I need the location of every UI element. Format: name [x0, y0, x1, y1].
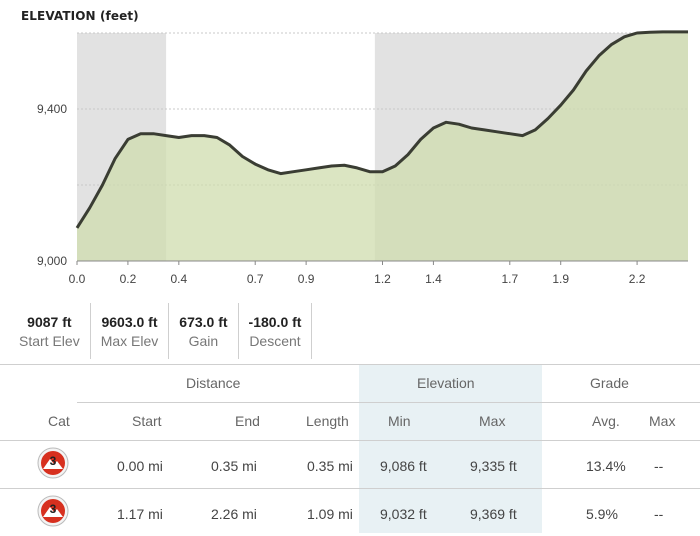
table-row[interactable]: 3 0.00 mi 0.35 mi 0.35 mi 9,086 ft 9,335… [0, 440, 700, 488]
x-tick-label: 1.2 [374, 272, 391, 286]
table-row[interactable]: 3 1.17 mi 2.26 mi 1.09 mi 9,032 ft 9,369… [0, 488, 700, 536]
stat-descent: -180.0 ft Descent [239, 303, 313, 359]
stat-value: 673.0 ft [179, 313, 228, 330]
cell-min: 9,032 ft [380, 506, 427, 522]
cell-end: 0.35 mi [211, 458, 257, 474]
category-number: 3 [49, 502, 57, 516]
category-badge-icon [37, 447, 69, 479]
x-tick-label: 1.4 [425, 272, 442, 286]
cell-min: 9,086 ft [380, 458, 427, 474]
stat-value: 9603.0 ft [101, 313, 158, 330]
stat-label: Max Elev [100, 332, 159, 349]
col-start: Start [132, 413, 162, 429]
chart-title: ELEVATION (feet) [21, 9, 139, 23]
cell-max: 9,335 ft [470, 458, 517, 474]
stat-label: Descent [249, 332, 301, 349]
category-badge-icon [37, 495, 69, 527]
x-tick-label: 0.4 [170, 272, 187, 286]
col-min: Min [388, 413, 411, 429]
climb-segments-table: Distance Elevation Grade Cat Start End L… [0, 364, 700, 536]
cell-start: 0.00 mi [117, 458, 163, 474]
stat-start-elev: 9087 ft Start Elev [9, 303, 91, 359]
x-tick-label: 2.2 [629, 272, 646, 286]
stat-max-elev: 9603.0 ft Max Elev [91, 303, 170, 359]
col-grade-max: Max [649, 413, 676, 429]
distance-group-header: Distance [186, 375, 241, 391]
elevation-chart: ELEVATION (feet) 9,400 9,000 0.0 0.2 0.4 0.7… [21, 9, 688, 286]
col-cat: Cat [48, 413, 70, 429]
x-tick-label: 0.7 [247, 272, 264, 286]
stat-gain: 673.0 ft Gain [169, 303, 239, 359]
table-group-header: Distance Elevation Grade [0, 365, 700, 402]
cell-grade-avg: 13.4% [586, 458, 626, 474]
category-number: 3 [49, 454, 57, 468]
cell-end: 2.26 mi [211, 506, 257, 522]
cell-grade-avg: 5.9% [586, 506, 618, 522]
cell-length: 1.09 mi [307, 506, 353, 522]
cell-length: 0.35 mi [307, 458, 353, 474]
cell-max: 9,369 ft [470, 506, 517, 522]
grade-group-header: Grade [590, 375, 629, 391]
col-max: Max [479, 413, 506, 429]
col-length: Length [306, 413, 349, 429]
elevation-column-highlight [359, 365, 542, 533]
stat-label: Start Elev [19, 332, 80, 349]
x-tick-label: 1.7 [501, 272, 518, 286]
elevation-chart-svg: 9,400 9,000 0.0 0.2 0.4 0.7 0.9 1.2 1.4 1.7 1.9 2.… [37, 30, 688, 286]
stat-value: -180.0 ft [248, 313, 302, 330]
x-tick-label: 0.9 [298, 272, 315, 286]
x-tick-label: 0.0 [69, 272, 86, 286]
col-end: End [235, 413, 260, 429]
stat-value: 9087 ft [27, 313, 72, 330]
stat-label: Gain [188, 332, 219, 349]
stats-bar: 9087 ft Start Elev 9603.0 ft Max Elev 67… [9, 303, 313, 359]
y-tick-label: 9,400 [37, 102, 67, 116]
table-column-header: Cat Start End Length Min Max Avg. Max [48, 402, 700, 440]
cell-grade-max: -- [654, 458, 664, 474]
elevation-line [75, 30, 688, 229]
elevation-group-header: Elevation [417, 375, 475, 391]
x-tick-label: 1.9 [552, 272, 569, 286]
cell-grade-max: -- [654, 506, 664, 522]
col-grade-avg: Avg. [592, 413, 620, 429]
cell-start: 1.17 mi [117, 506, 163, 522]
elevation-area [77, 31, 688, 261]
x-tick-label: 0.2 [120, 272, 137, 286]
y-tick-label: 9,000 [37, 254, 67, 268]
